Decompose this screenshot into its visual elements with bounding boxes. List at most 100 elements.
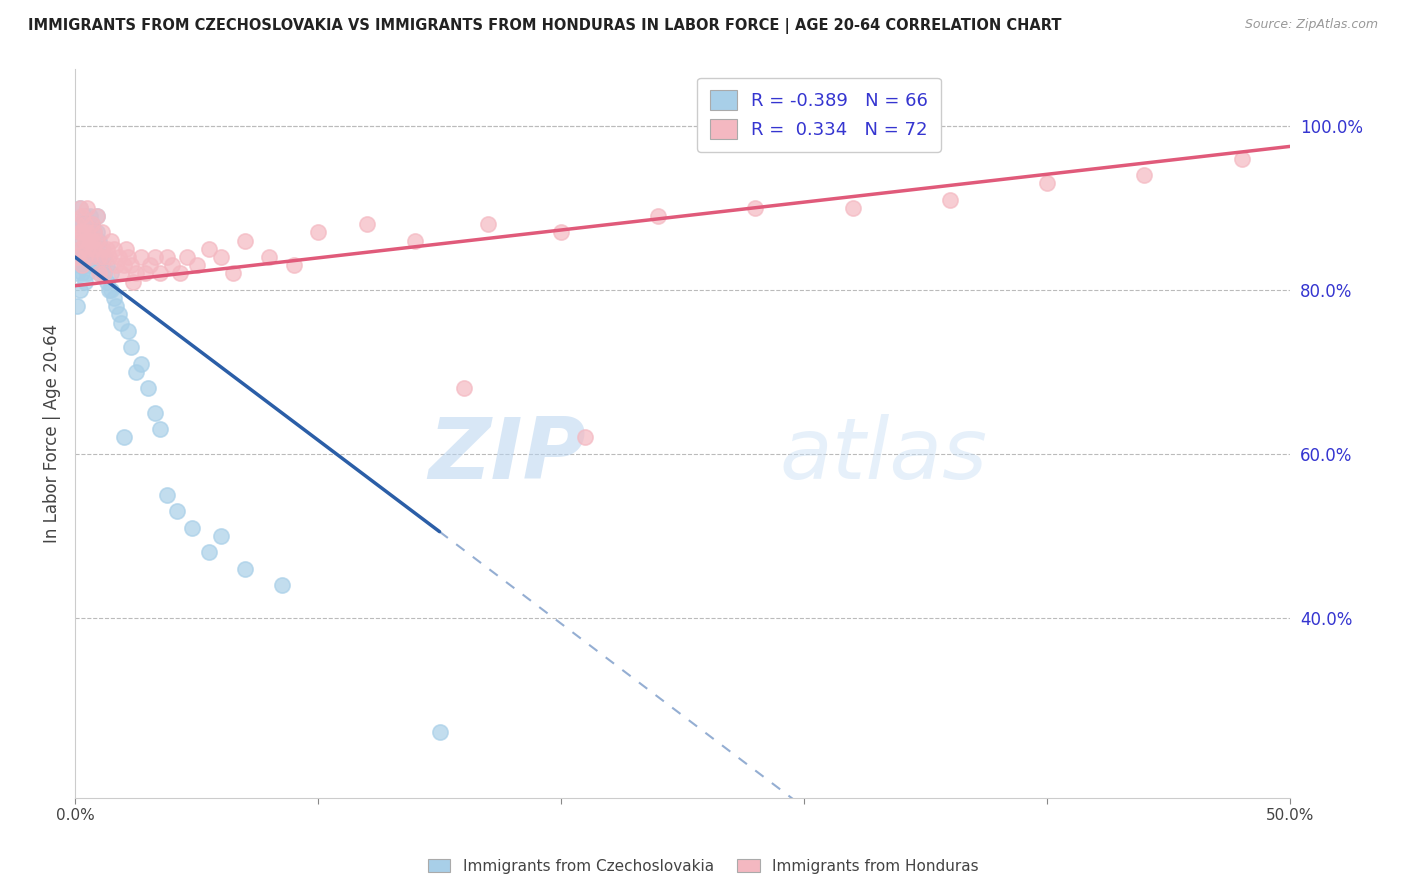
Point bbox=[115, 242, 138, 256]
Point bbox=[98, 250, 121, 264]
Point bbox=[76, 242, 98, 256]
Point bbox=[69, 201, 91, 215]
Point bbox=[73, 234, 96, 248]
Point bbox=[100, 234, 122, 248]
Point bbox=[98, 283, 121, 297]
Point bbox=[134, 267, 156, 281]
Point bbox=[259, 250, 281, 264]
Point bbox=[110, 316, 132, 330]
Point bbox=[73, 275, 96, 289]
Point bbox=[125, 365, 148, 379]
Point bbox=[156, 250, 179, 264]
Point bbox=[744, 201, 766, 215]
Point bbox=[69, 201, 91, 215]
Point bbox=[79, 226, 101, 240]
Point bbox=[86, 209, 108, 223]
Point bbox=[107, 250, 129, 264]
Point bbox=[139, 258, 162, 272]
Point bbox=[156, 488, 179, 502]
Point bbox=[233, 561, 256, 575]
Point bbox=[66, 217, 89, 231]
Point bbox=[209, 529, 232, 543]
Point bbox=[222, 267, 245, 281]
Point bbox=[76, 250, 98, 264]
Point bbox=[186, 258, 208, 272]
Point bbox=[1133, 168, 1156, 182]
Point bbox=[93, 250, 115, 264]
Point bbox=[647, 209, 669, 223]
Point bbox=[550, 226, 572, 240]
Point bbox=[83, 242, 105, 256]
Point bbox=[100, 267, 122, 281]
Point bbox=[86, 258, 108, 272]
Point bbox=[89, 267, 111, 281]
Y-axis label: In Labor Force | Age 20-64: In Labor Force | Age 20-64 bbox=[44, 324, 60, 543]
Point bbox=[79, 250, 101, 264]
Point bbox=[86, 209, 108, 223]
Point bbox=[93, 267, 115, 281]
Point bbox=[1230, 152, 1253, 166]
Point bbox=[83, 242, 105, 256]
Point bbox=[110, 267, 132, 281]
Point bbox=[180, 520, 202, 534]
Point bbox=[477, 217, 499, 231]
Point bbox=[307, 226, 329, 240]
Point bbox=[86, 234, 108, 248]
Point bbox=[100, 283, 122, 297]
Point bbox=[112, 430, 135, 444]
Point bbox=[939, 193, 962, 207]
Point bbox=[105, 258, 128, 272]
Point bbox=[89, 250, 111, 264]
Point bbox=[72, 250, 94, 264]
Point bbox=[72, 217, 94, 231]
Point bbox=[76, 217, 98, 231]
Point bbox=[76, 226, 98, 240]
Point bbox=[574, 430, 596, 444]
Point bbox=[80, 234, 103, 248]
Point bbox=[79, 242, 101, 256]
Legend: Immigrants from Czechoslovakia, Immigrants from Honduras: Immigrants from Czechoslovakia, Immigran… bbox=[422, 853, 984, 880]
Point bbox=[1036, 176, 1059, 190]
Point bbox=[72, 234, 94, 248]
Point bbox=[96, 242, 118, 256]
Text: Source: ZipAtlas.com: Source: ZipAtlas.com bbox=[1244, 18, 1378, 31]
Point bbox=[93, 267, 115, 281]
Point bbox=[143, 406, 166, 420]
Point bbox=[86, 226, 108, 240]
Point bbox=[103, 242, 125, 256]
Point bbox=[209, 250, 232, 264]
Point bbox=[120, 258, 142, 272]
Point bbox=[90, 242, 112, 256]
Point bbox=[117, 250, 139, 264]
Point bbox=[73, 250, 96, 264]
Point bbox=[72, 226, 94, 240]
Point bbox=[166, 504, 188, 518]
Point bbox=[176, 250, 198, 264]
Point bbox=[90, 226, 112, 240]
Text: ZIP: ZIP bbox=[427, 414, 585, 497]
Point bbox=[270, 578, 292, 592]
Text: IMMIGRANTS FROM CZECHOSLOVAKIA VS IMMIGRANTS FROM HONDURAS IN LABOR FORCE | AGE : IMMIGRANTS FROM CZECHOSLOVAKIA VS IMMIGR… bbox=[28, 18, 1062, 34]
Point bbox=[107, 308, 129, 322]
Point bbox=[122, 275, 145, 289]
Point bbox=[453, 381, 475, 395]
Point bbox=[83, 226, 105, 240]
Point bbox=[90, 258, 112, 272]
Point bbox=[69, 283, 91, 297]
Point bbox=[93, 250, 115, 264]
Point bbox=[76, 234, 98, 248]
Point bbox=[69, 226, 91, 240]
Point bbox=[169, 267, 191, 281]
Point bbox=[149, 422, 172, 436]
Point bbox=[69, 242, 91, 256]
Point bbox=[80, 217, 103, 231]
Point bbox=[76, 201, 98, 215]
Point bbox=[120, 340, 142, 354]
Point bbox=[73, 258, 96, 272]
Point bbox=[79, 234, 101, 248]
Point bbox=[129, 250, 152, 264]
Point bbox=[96, 258, 118, 272]
Point bbox=[117, 324, 139, 338]
Point bbox=[73, 217, 96, 231]
Point bbox=[105, 299, 128, 313]
